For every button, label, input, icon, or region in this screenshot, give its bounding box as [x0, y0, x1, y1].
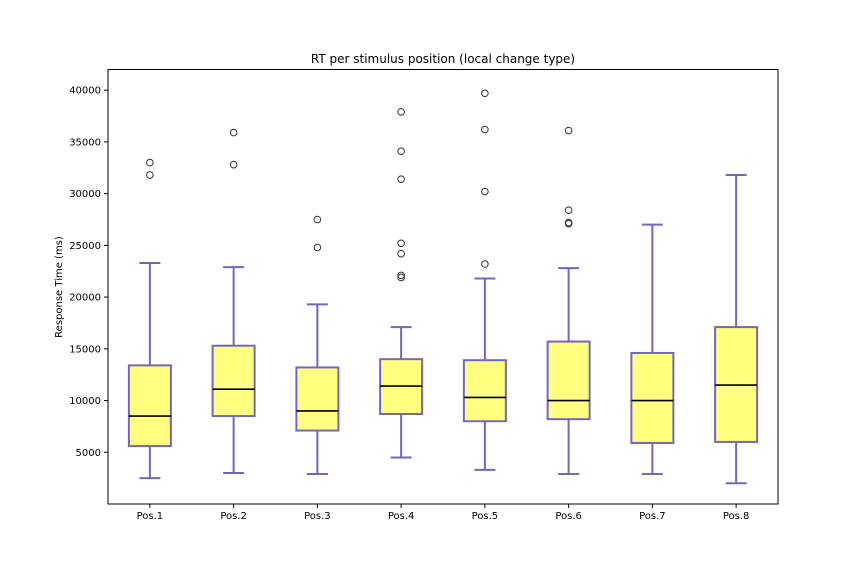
chart-title: RT per stimulus position (local change t… [311, 52, 575, 66]
x-tick-label: Pos.3 [304, 511, 331, 522]
flier-point [397, 249, 405, 258]
flier-point [229, 128, 238, 137]
y-tick-label: 25000 [69, 241, 101, 252]
x-tick-label: Pos.4 [388, 511, 415, 522]
flier-point [313, 243, 322, 252]
flier-point [229, 160, 238, 169]
y-tick-label: 40000 [69, 86, 101, 97]
x-tick-label: Pos.5 [472, 511, 499, 522]
box [211, 344, 256, 418]
box [295, 366, 340, 432]
flier-point [564, 218, 573, 227]
flier-point [481, 187, 489, 196]
x-tick-label: Pos.7 [639, 511, 666, 522]
x-tick-label: Pos.2 [220, 511, 247, 522]
flier-point [397, 108, 405, 116]
flier-point [481, 125, 489, 134]
flier-point [564, 126, 573, 135]
y-tick-label: 30000 [69, 189, 101, 200]
y-tick-label: 35000 [69, 137, 101, 148]
plot-area: 5000 10000 15000 20000 25000 30000 35000 40000 P… [69, 86, 759, 522]
flier-point [481, 260, 489, 268]
flier-point [564, 206, 573, 214]
x-tick-label: Pos.6 [555, 511, 582, 522]
flier-point [146, 171, 154, 179]
x-tick-label: Pos.1 [137, 511, 164, 522]
flier-point [397, 271, 405, 280]
box [546, 340, 591, 421]
flier-point [146, 158, 154, 167]
y-tick-label: 10000 [69, 396, 101, 407]
y-tick-label: 20000 [69, 293, 101, 304]
axes-frame [107, 69, 779, 505]
box [630, 351, 675, 444]
flier-point [397, 175, 405, 183]
flier-point [397, 273, 405, 282]
box [462, 359, 507, 423]
flier-point [313, 215, 322, 224]
box [127, 364, 172, 448]
y-tick-label: 5000 [76, 448, 101, 459]
x-tick-label: Pos.8 [723, 511, 750, 522]
flier-point [481, 89, 489, 98]
flier-point [397, 147, 405, 156]
y-axis-label: Response Time (ms) [54, 236, 65, 338]
y-tick-label: 15000 [69, 344, 101, 355]
flier-point [397, 239, 405, 248]
